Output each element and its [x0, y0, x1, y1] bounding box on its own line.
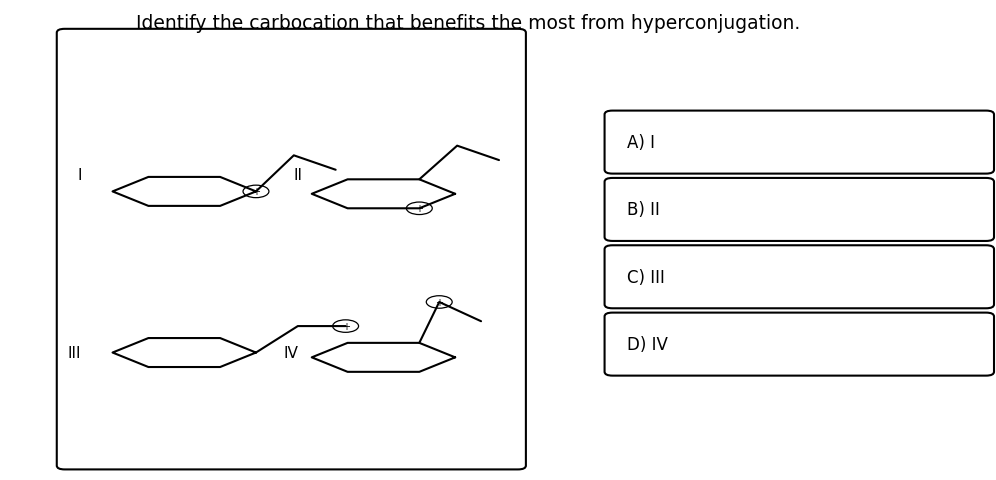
- Text: III: III: [68, 345, 82, 360]
- Text: IV: IV: [284, 345, 299, 360]
- Text: +: +: [415, 204, 423, 214]
- Text: +: +: [435, 297, 443, 307]
- Text: Identify the carbocation that benefits the most from hyperconjugation.: Identify the carbocation that benefits t…: [136, 14, 800, 34]
- Text: C) III: C) III: [627, 268, 665, 286]
- FancyBboxPatch shape: [605, 313, 994, 376]
- FancyBboxPatch shape: [605, 179, 994, 241]
- Text: D) IV: D) IV: [627, 336, 668, 353]
- Text: II: II: [294, 168, 303, 183]
- Text: I: I: [78, 168, 83, 183]
- FancyBboxPatch shape: [57, 30, 526, 469]
- Text: A) I: A) I: [627, 134, 655, 152]
- FancyBboxPatch shape: [605, 246, 994, 309]
- Text: +: +: [252, 187, 260, 197]
- Text: +: +: [342, 322, 350, 331]
- FancyBboxPatch shape: [605, 111, 994, 174]
- Text: B) II: B) II: [627, 201, 660, 219]
